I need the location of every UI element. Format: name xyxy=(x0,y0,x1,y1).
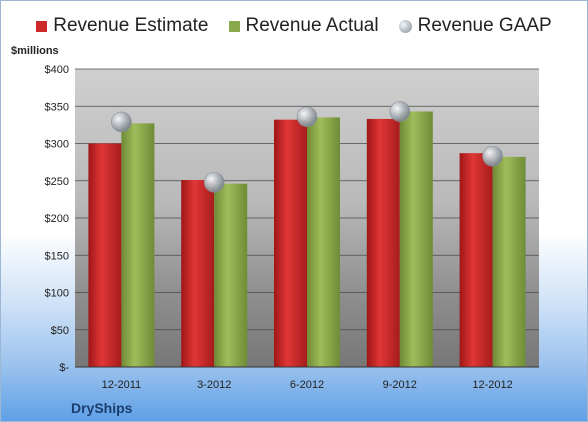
legend-item-revenue-gaap: Revenue GAAP xyxy=(398,15,552,37)
legend-label-revenue-estimate: Revenue Estimate xyxy=(53,15,209,36)
marker-revenue-gaap xyxy=(482,145,503,167)
y-tick-label: $50 xyxy=(51,325,69,337)
legend-item-revenue-estimate: Revenue Estimate xyxy=(36,15,209,37)
legend-item-revenue-actual: Revenue Actual xyxy=(228,15,379,37)
marker-revenue-gaap xyxy=(111,111,132,133)
marker-revenue-gaap xyxy=(296,106,318,127)
y-tick-label: $- xyxy=(59,362,69,374)
marker-revenue-gaap xyxy=(203,171,225,193)
bar-revenue-estimate xyxy=(366,118,400,367)
y-axis-unit-label: $millions xyxy=(11,45,59,57)
x-tick-label: 12-2011 xyxy=(102,379,142,391)
y-tick-label: $350 xyxy=(45,101,69,113)
bar-revenue-estimate xyxy=(181,180,215,367)
bar-revenue-actual xyxy=(121,123,155,367)
y-tick-label: $400 xyxy=(45,64,69,76)
bar-revenue-actual xyxy=(399,111,433,367)
y-tick-label: $300 xyxy=(45,139,69,151)
x-tick-label: 9-2012 xyxy=(383,379,417,391)
bar-revenue-estimate xyxy=(274,119,307,367)
legend-swatch-revenue-actual xyxy=(228,20,240,32)
x-tick-label: 12-2012 xyxy=(472,379,512,391)
bar-revenue-actual xyxy=(492,156,526,367)
legend-label-revenue-gaap: Revenue GAAP xyxy=(417,15,552,36)
y-tick-label: $250 xyxy=(45,176,69,188)
legend-label-revenue-actual: Revenue Actual xyxy=(245,15,379,36)
x-tick-label: 3-2012 xyxy=(197,379,231,391)
x-tick-label: 6-2012 xyxy=(290,379,324,391)
marker-revenue-gaap xyxy=(389,101,411,122)
bar-revenue-actual xyxy=(214,183,248,367)
y-tick-label: $150 xyxy=(45,250,69,262)
chart-legend: Revenue Estimate Revenue Actual Revenue … xyxy=(1,15,587,37)
bar-revenue-estimate xyxy=(88,143,122,367)
y-tick-label: $100 xyxy=(45,288,69,300)
company-name: DryShips xyxy=(71,400,133,416)
legend-swatch-revenue-estimate xyxy=(36,20,48,32)
legend-swatch-revenue-gaap xyxy=(398,19,412,33)
bar-revenue-estimate xyxy=(459,153,493,367)
y-tick-label: $200 xyxy=(45,213,69,225)
bar-revenue-actual xyxy=(307,117,340,367)
